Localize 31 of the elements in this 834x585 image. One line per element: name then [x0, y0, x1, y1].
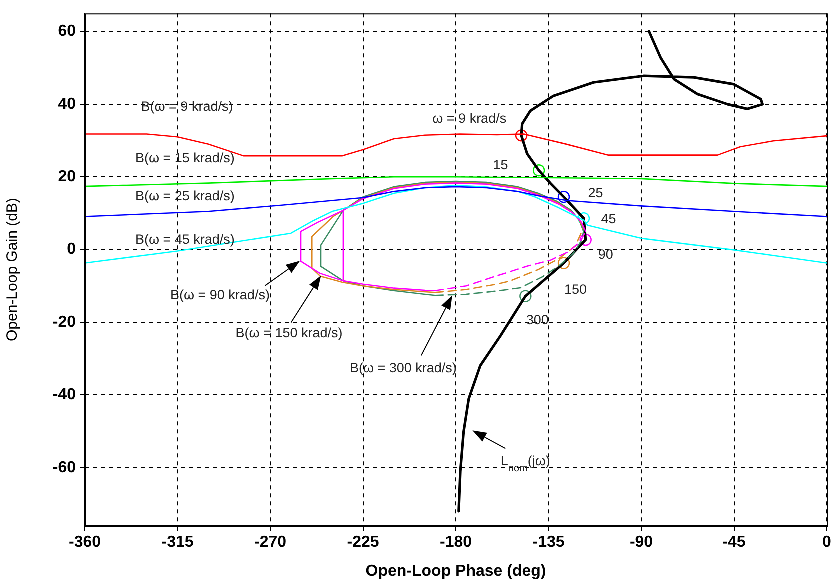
x-tick-label: 0	[822, 534, 832, 552]
annotation: B(ω = 150 krad/s)	[236, 325, 343, 340]
y-tick-label: 60	[58, 23, 76, 40]
y-axis-title: Open-Loop Gain (dB)	[4, 198, 22, 342]
x-tick-label: -180	[440, 534, 472, 552]
annotation: 25	[588, 186, 604, 201]
y-tick-label: -60	[52, 459, 76, 476]
x-tick-label: -360	[68, 534, 102, 552]
x-tick-label: -90	[630, 534, 654, 552]
x-tick-label: -270	[254, 534, 287, 552]
annotation: B(ω = 25 krad/s)	[135, 188, 235, 204]
annotation: ω = 9 krad/s	[432, 111, 507, 126]
annotation: B(ω = 90 krad/s)	[170, 288, 270, 303]
annotation: 45	[601, 211, 616, 226]
x-axis-title: Open-Loop Phase (deg)	[366, 562, 546, 580]
y-tick-label: -20	[52, 314, 76, 331]
annotation: 300	[526, 312, 549, 328]
annotation: 15	[493, 158, 508, 173]
x-tick-label: -315	[162, 534, 194, 552]
annotation: 150	[564, 282, 588, 297]
y-tick-label: 0	[67, 241, 76, 258]
annotation: 90	[598, 246, 614, 262]
y-tick-label: 20	[58, 168, 76, 186]
x-tick-label: -45	[722, 534, 746, 552]
x-tick-label: -135	[532, 534, 565, 552]
annotation: B(ω = 45 krad/s)	[135, 232, 235, 248]
y-tick-label: 40	[58, 96, 76, 113]
annotation: B(ω = 300 krad/s)	[350, 360, 457, 376]
annotation: B(ω = 15 krad/s)	[135, 150, 235, 166]
x-tick-label: -225	[347, 534, 380, 552]
y-tick-label: -40	[52, 386, 76, 404]
